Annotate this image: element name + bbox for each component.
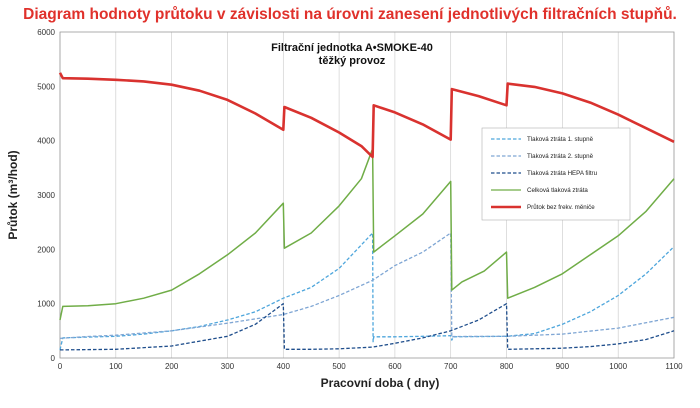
legend: Tlaková ztráta 1. stupně Tlaková ztráta 2… bbox=[481, 127, 631, 221]
y-tick-label: 2000 bbox=[37, 245, 55, 254]
series-line-1 bbox=[59, 232, 675, 351]
legend-label: Celková tlaková ztráta bbox=[527, 187, 588, 194]
x-tick-label: 900 bbox=[556, 362, 570, 371]
legend-box bbox=[481, 127, 631, 221]
legend-label: Průtok bez frekv. měniče bbox=[527, 204, 595, 211]
x-tick-label: 400 bbox=[277, 362, 291, 371]
x-tick-label: 200 bbox=[165, 362, 179, 371]
plot-frame bbox=[59, 31, 675, 359]
x-tick-label: 1000 bbox=[609, 362, 627, 371]
x-tick-label: 600 bbox=[388, 362, 402, 371]
legend-label: Tlaková ztráta 1. stupně bbox=[527, 136, 594, 143]
series-line-5 bbox=[58, 72, 675, 159]
y-tick-label: 3000 bbox=[37, 191, 55, 200]
x-tick-label: 1100 bbox=[665, 362, 683, 371]
x-tick-label: 500 bbox=[332, 362, 346, 371]
series-line-3 bbox=[59, 303, 675, 351]
y-axis-label: Průtok (m³/hod) bbox=[6, 150, 20, 239]
y-tick-label: 6000 bbox=[37, 28, 55, 37]
diagram-heading: Diagram hodnoty průtoku v závislosti na … bbox=[23, 6, 677, 23]
chart-title: Filtrační jednotka A•SMOKE-40 bbox=[271, 42, 433, 54]
legend-label: Tlaková ztráta 2. stupně bbox=[527, 153, 594, 160]
x-tick-label: 800 bbox=[500, 362, 514, 371]
x-axis-label: Pracovní doba ( dny) bbox=[321, 376, 440, 390]
y-tick-label: 1000 bbox=[37, 300, 55, 309]
series-line-2 bbox=[59, 232, 675, 340]
x-tick-label: 100 bbox=[109, 362, 123, 371]
chart-subtitle: těžký provoz bbox=[319, 55, 386, 67]
y-tick-label: 0 bbox=[51, 354, 56, 363]
x-tick-label: 0 bbox=[58, 362, 63, 371]
legend-label: Tlaková ztráta HEPA filtru bbox=[527, 170, 598, 177]
y-tick-label: 5000 bbox=[37, 82, 55, 91]
series-lines bbox=[58, 72, 675, 351]
y-tick-label: 4000 bbox=[37, 137, 55, 146]
x-tick-label: 700 bbox=[444, 362, 458, 371]
series-line-4 bbox=[59, 148, 675, 321]
x-tick-label: 300 bbox=[221, 362, 235, 371]
axis-ticks: 0 100 200 300 400 500 600 700 800 900 1000 1100 0 100… bbox=[37, 28, 683, 371]
